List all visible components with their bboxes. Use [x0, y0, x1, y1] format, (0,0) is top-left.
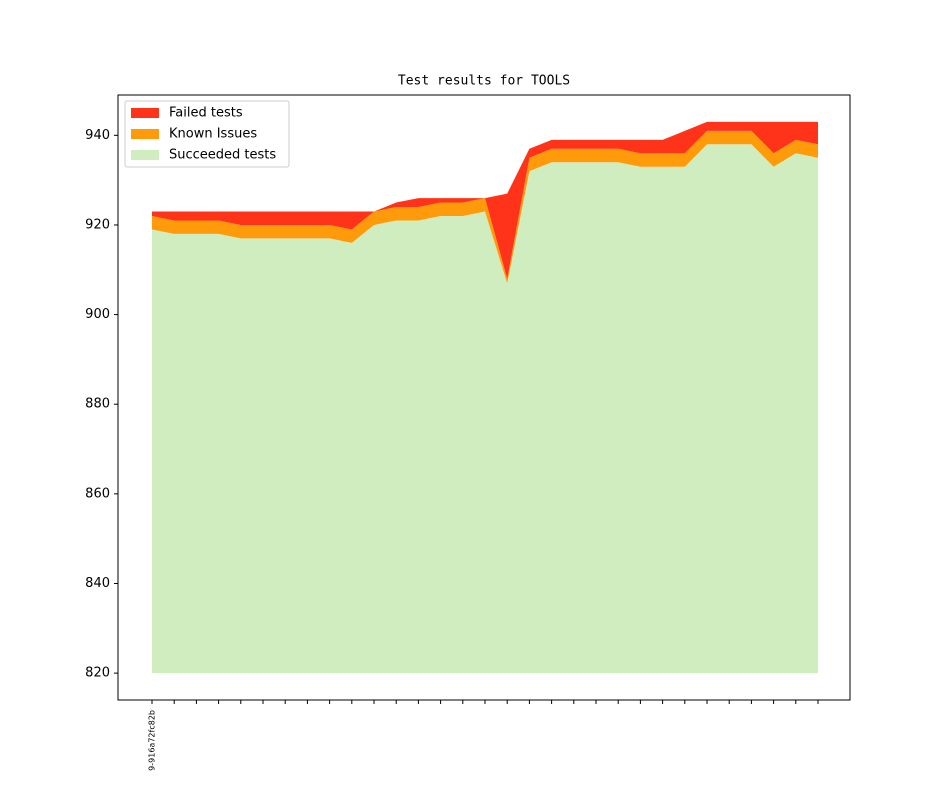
- plot-frame: [117, 94, 851, 701]
- legend-swatch: [131, 150, 159, 160]
- legend-swatch: [131, 129, 159, 139]
- area: [152, 144, 818, 674]
- y-tick-label: 940: [85, 128, 110, 143]
- legend-label: Known Issues: [169, 127, 257, 142]
- y-tick-label: 840: [85, 576, 110, 591]
- y-tick-label: 860: [85, 486, 110, 501]
- chart-title: Test results for TOOLS: [398, 74, 570, 89]
- legend-box: [124, 100, 290, 168]
- y-tick-label: 880: [85, 397, 110, 412]
- x-tick-label: 9-916a72fc82b: [148, 710, 157, 771]
- y-tick-label: 820: [85, 666, 110, 681]
- legend-label: Succeeded tests: [169, 148, 276, 163]
- area: [152, 130, 818, 284]
- y-tick-label: 920: [85, 217, 110, 232]
- legend-swatch: [131, 108, 159, 118]
- y-tick-label: 900: [85, 307, 110, 322]
- legend-label: Failed tests: [169, 106, 243, 121]
